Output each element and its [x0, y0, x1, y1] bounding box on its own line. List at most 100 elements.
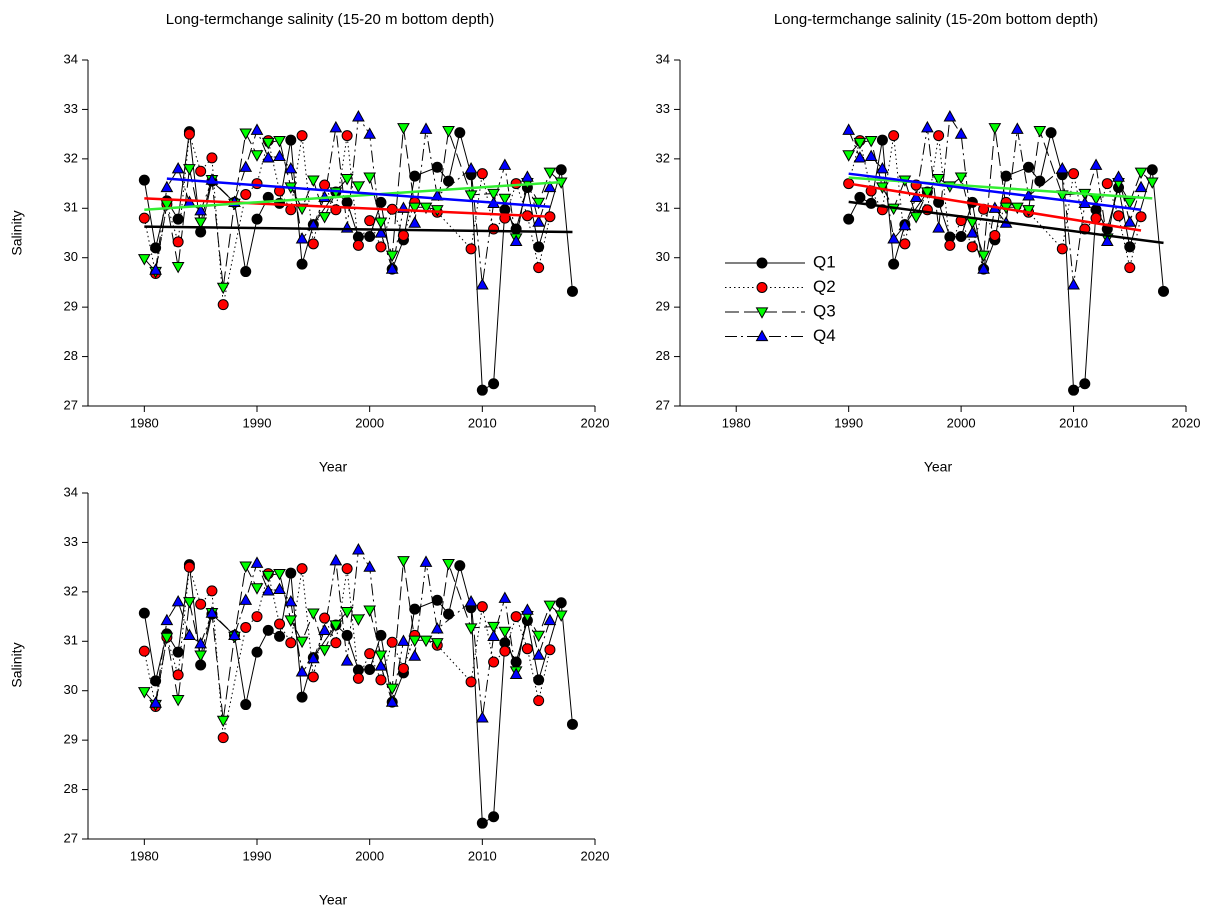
data-point	[375, 674, 387, 686]
data-point	[475, 278, 489, 290]
data-point	[1135, 211, 1147, 223]
data-point	[954, 172, 968, 184]
data-point	[397, 634, 410, 646]
data-point	[172, 236, 184, 248]
data-point	[330, 637, 342, 649]
data-point	[239, 128, 253, 140]
data-point	[842, 123, 856, 135]
data-point	[285, 134, 297, 146]
data-point	[921, 120, 934, 133]
data-point	[543, 180, 557, 193]
x-tick-label: 2000	[355, 415, 384, 430]
data-point	[475, 711, 489, 723]
data-point	[932, 221, 945, 233]
data-point	[206, 585, 218, 597]
data-point	[137, 254, 151, 266]
data-point	[171, 161, 185, 174]
data-point	[533, 262, 545, 274]
data-point	[1158, 285, 1170, 297]
data-point	[430, 638, 444, 650]
data-point	[296, 691, 308, 703]
trend-line	[848, 172, 1142, 212]
data-point	[217, 299, 229, 311]
x-tick-label: 1980	[130, 848, 159, 863]
data-point	[194, 203, 208, 216]
data-point	[250, 150, 264, 162]
data-point	[1124, 262, 1136, 274]
data-point	[240, 188, 252, 200]
data-point	[375, 196, 387, 208]
x-tick-label: 2020	[1172, 415, 1201, 430]
data-point	[319, 179, 331, 191]
data-point	[521, 643, 533, 655]
data-point	[251, 178, 263, 190]
data-point	[205, 606, 219, 618]
data-point	[488, 378, 500, 390]
data-point	[397, 662, 409, 674]
data-point	[284, 594, 298, 607]
data-point	[554, 610, 568, 622]
data-point	[295, 636, 309, 649]
data-point	[251, 646, 263, 658]
trend-line	[848, 182, 1142, 232]
data-point	[431, 161, 443, 173]
data-point	[899, 238, 911, 250]
x-tick-label: 1980	[130, 415, 159, 430]
data-point	[955, 230, 967, 242]
legend-label: Q3	[813, 301, 836, 320]
series-line	[143, 131, 573, 392]
data-point	[194, 217, 208, 229]
x-tick-label: 1990	[834, 415, 863, 430]
data-point	[194, 650, 208, 662]
data-point	[1034, 175, 1046, 187]
y-tick-label: 31	[64, 633, 78, 648]
data-point	[239, 561, 253, 573]
data-point	[363, 605, 377, 617]
data-point	[363, 172, 377, 184]
data-point	[273, 582, 286, 595]
trend-line	[166, 177, 551, 209]
data-point	[137, 687, 151, 699]
data-point	[150, 675, 162, 687]
data-point	[488, 223, 500, 235]
data-point	[284, 161, 298, 174]
y-tick-label: 28	[656, 348, 670, 363]
y-tick-label: 29	[64, 732, 78, 747]
y-tick-label: 27	[656, 397, 670, 412]
data-point	[476, 168, 488, 180]
data-point	[1056, 243, 1068, 255]
data-point	[352, 614, 365, 626]
data-point	[454, 560, 466, 572]
data-point	[499, 645, 511, 657]
data-point	[1068, 168, 1080, 180]
data-point	[419, 635, 433, 648]
data-point	[488, 811, 500, 823]
y-tick-label: 28	[64, 781, 78, 796]
data-point	[864, 149, 878, 162]
data-point	[397, 556, 410, 568]
data-point	[1124, 241, 1136, 253]
data-point	[510, 178, 522, 190]
data-point	[408, 216, 422, 228]
data-point	[476, 601, 488, 613]
data-point	[465, 243, 477, 255]
legend-marker	[755, 329, 769, 342]
data-point	[1079, 378, 1091, 390]
data-point	[921, 187, 934, 199]
data-point	[1010, 202, 1024, 215]
data-point	[195, 598, 207, 610]
data-point	[262, 624, 274, 636]
data-point	[1022, 205, 1035, 217]
data-point	[194, 636, 208, 649]
data-point	[521, 603, 534, 615]
data-point	[1145, 177, 1159, 189]
data-point	[888, 130, 900, 142]
data-point	[240, 621, 252, 633]
data-point	[954, 127, 968, 139]
legend-marker	[756, 282, 768, 293]
data-point	[532, 197, 546, 210]
data-point	[1000, 170, 1012, 182]
data-point	[876, 161, 889, 174]
data-point	[160, 180, 174, 193]
